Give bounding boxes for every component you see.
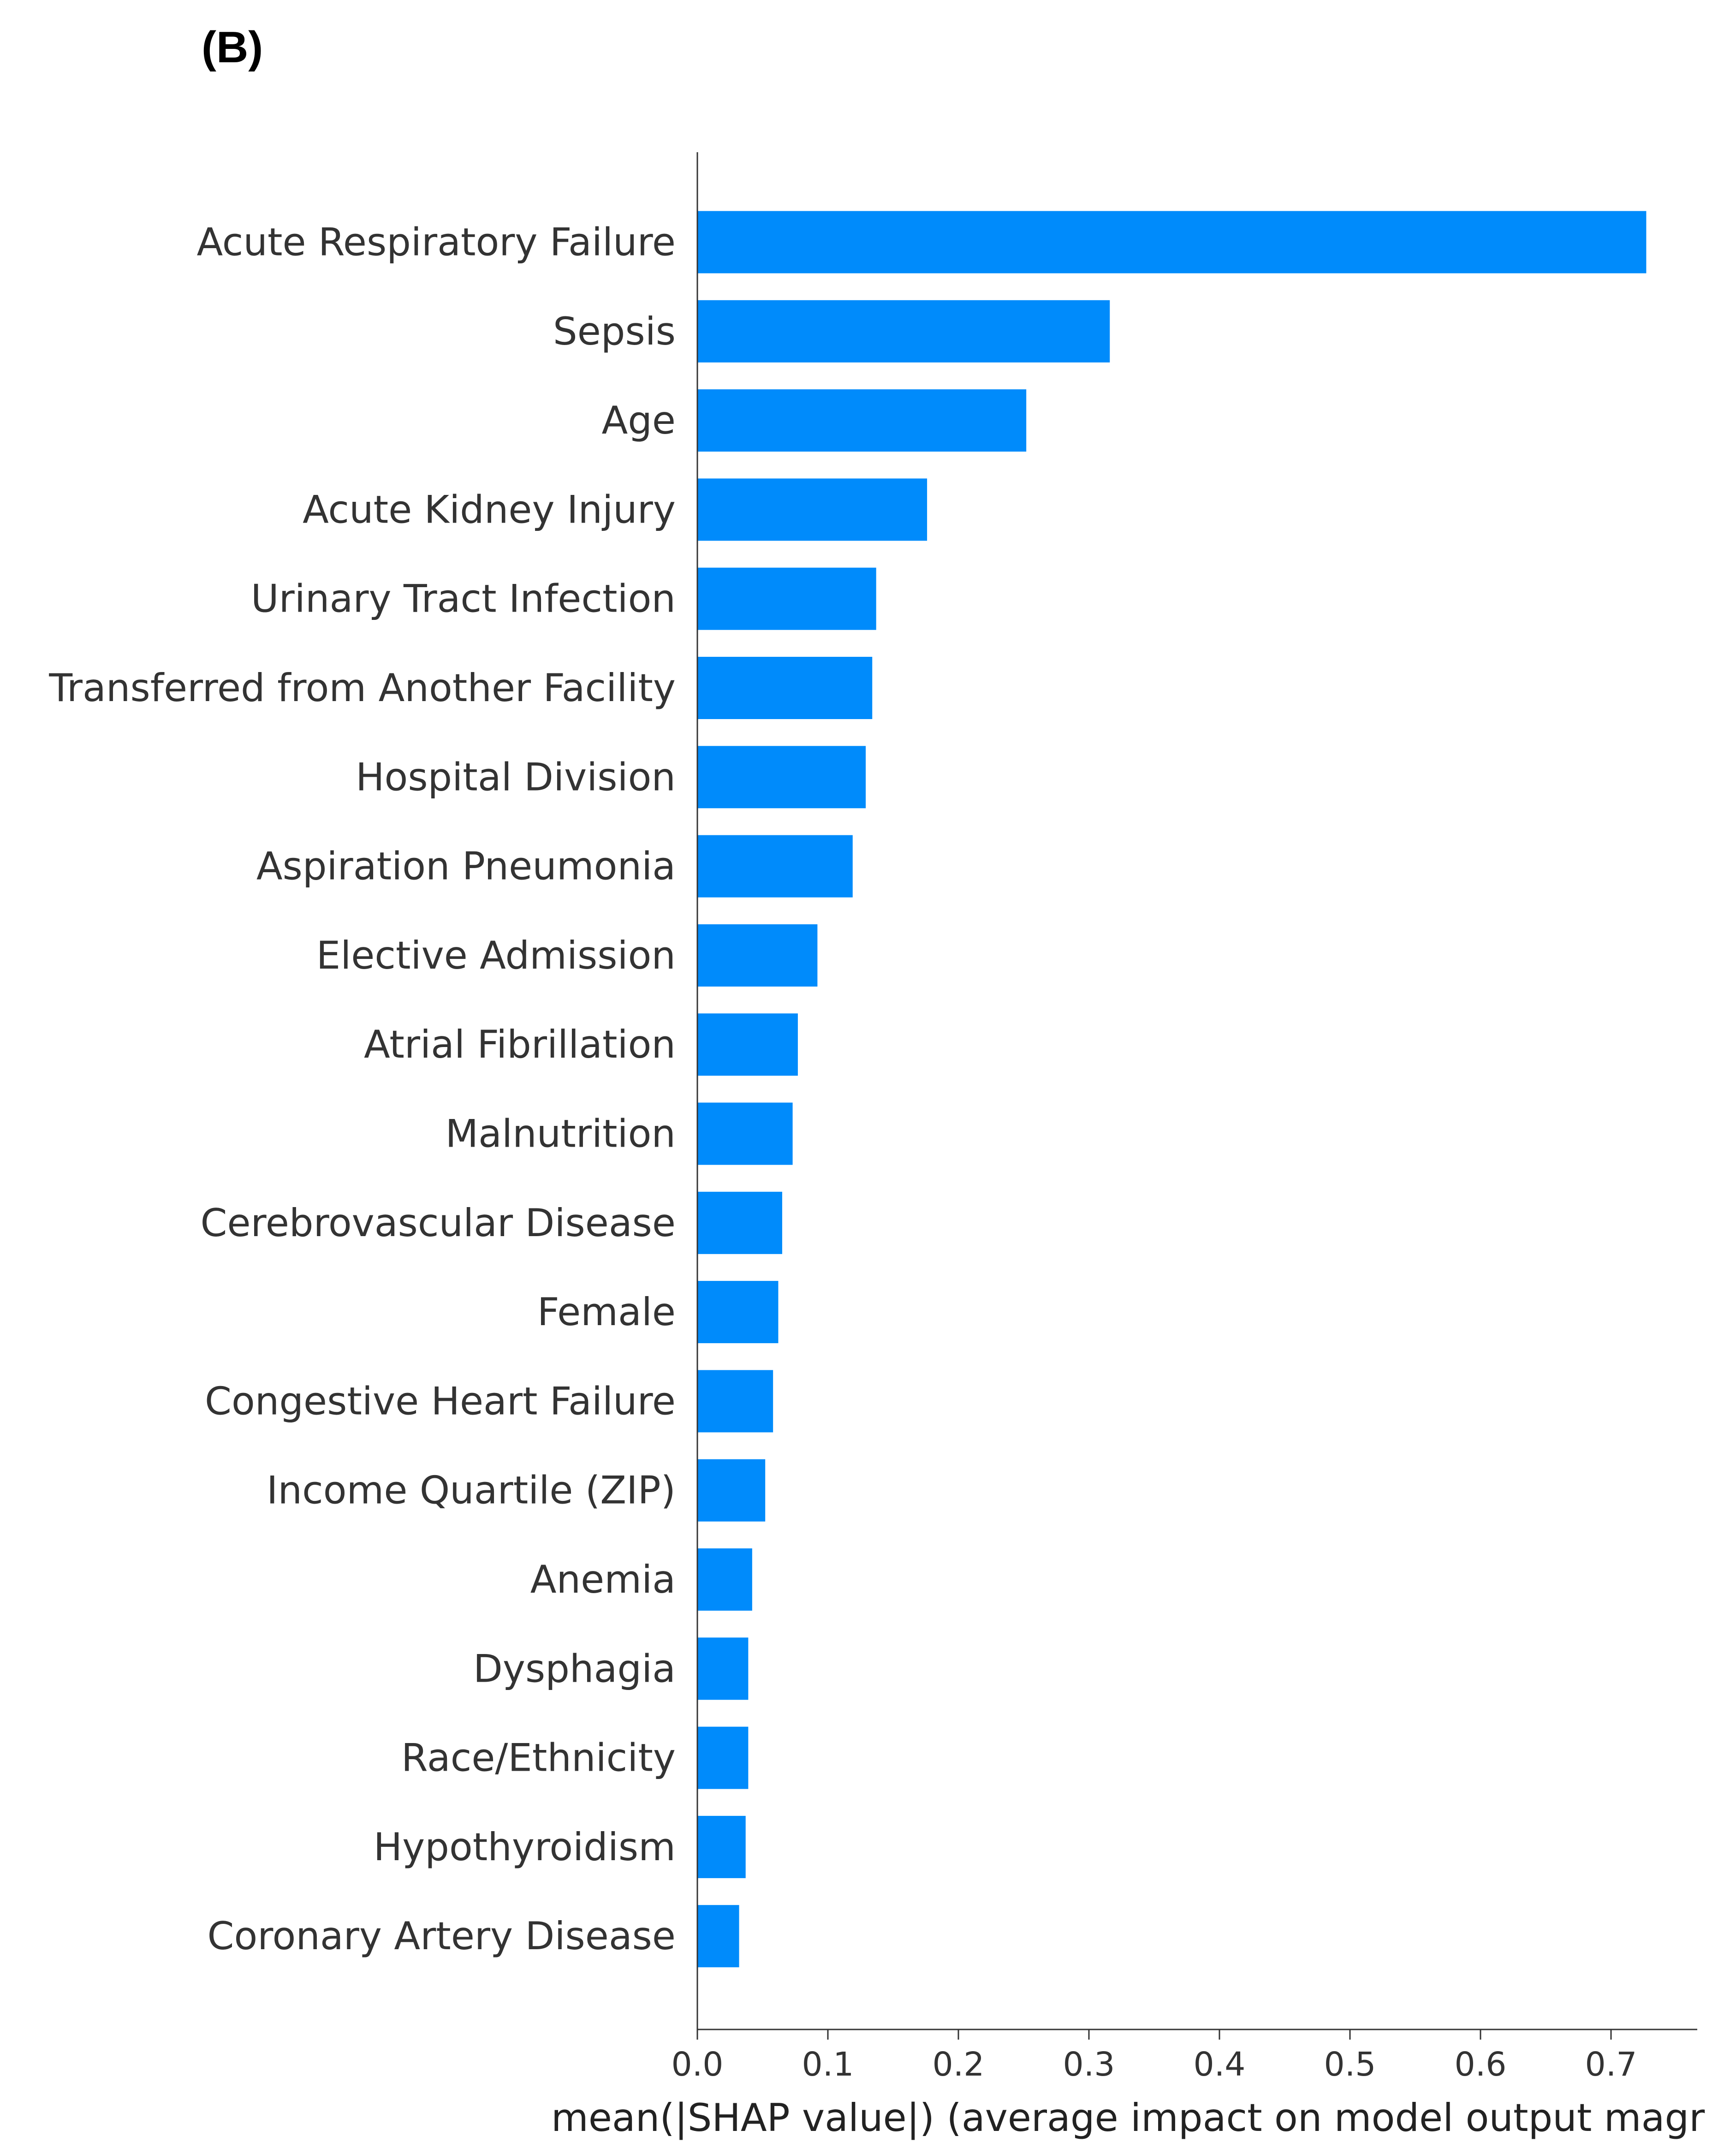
feature-label-3: Acute Kidney Injury bbox=[303, 487, 676, 532]
panel-label: (B) bbox=[202, 23, 263, 72]
bar-7 bbox=[697, 835, 853, 898]
feature-label-4: Urinary Tract Infection bbox=[251, 577, 676, 621]
x-tick-label-6: 0.6 bbox=[1455, 2045, 1507, 2083]
bar-6 bbox=[697, 746, 866, 809]
feature-label-6: Hospital Division bbox=[356, 755, 676, 799]
feature-label-7: Aspiration Pneumonia bbox=[256, 844, 676, 889]
feature-label-17: Race/Ethnicity bbox=[401, 1736, 676, 1780]
feature-labels-group: Acute Respiratory Failure Sepsis Age Acute … bbox=[48, 220, 676, 1959]
bar-18 bbox=[697, 1815, 746, 1878]
feature-label-16: Dysphagia bbox=[473, 1646, 676, 1691]
bars-group bbox=[697, 211, 1647, 1968]
bar-17 bbox=[697, 1726, 749, 1789]
feature-label-1: Sepsis bbox=[553, 309, 676, 354]
feature-label-0: Acute Respiratory Failure bbox=[196, 220, 676, 265]
bar-9 bbox=[697, 1013, 798, 1076]
bar-10 bbox=[697, 1102, 793, 1165]
x-tick-label-5: 0.5 bbox=[1324, 2045, 1376, 2083]
feature-label-12: Female bbox=[537, 1290, 676, 1334]
feature-label-5: Transferred from Another Facility bbox=[48, 666, 676, 710]
bar-13 bbox=[697, 1370, 773, 1433]
bar-19 bbox=[697, 1905, 739, 1968]
feature-label-15: Anemia bbox=[530, 1557, 676, 1602]
feature-label-2: Age bbox=[601, 398, 676, 443]
feature-label-18: Hypothyroidism bbox=[374, 1825, 676, 1869]
bar-8 bbox=[697, 924, 818, 987]
bar-1 bbox=[697, 300, 1110, 363]
feature-label-8: Elective Admission bbox=[316, 933, 676, 978]
x-tick-label-3: 0.3 bbox=[1063, 2045, 1115, 2083]
feature-label-10: Malnutrition bbox=[446, 1112, 676, 1156]
bar-12 bbox=[697, 1281, 779, 1344]
bar-15 bbox=[697, 1548, 752, 1611]
x-axis-title: mean(|SHAP value|) (average impact on mo… bbox=[551, 2095, 1705, 2140]
bar-2 bbox=[697, 389, 1027, 452]
bar-16 bbox=[697, 1637, 749, 1700]
x-tick-label-7: 0.7 bbox=[1585, 2045, 1637, 2083]
bar-14 bbox=[697, 1459, 766, 1522]
bar-0 bbox=[697, 211, 1647, 274]
bar-11 bbox=[697, 1191, 782, 1254]
x-tick-label-2: 0.2 bbox=[933, 2045, 985, 2083]
feature-label-19: Coronary Artery Disease bbox=[208, 1914, 676, 1958]
x-ticks-group: 0.0 0.1 0.2 0.3 0.4 0.5 0.6 0.7 bbox=[672, 2029, 1637, 2083]
feature-label-9: Atrial Fibrillation bbox=[364, 1022, 676, 1067]
bar-5 bbox=[697, 657, 873, 719]
feature-label-11: Cerebrovascular Disease bbox=[201, 1201, 676, 1245]
bar-4 bbox=[697, 567, 876, 630]
feature-label-14: Income Quartile (ZIP) bbox=[267, 1468, 676, 1513]
x-tick-label-4: 0.4 bbox=[1194, 2045, 1246, 2083]
x-tick-label-0: 0.0 bbox=[672, 2045, 724, 2083]
bar-3 bbox=[697, 478, 927, 541]
feature-label-13: Congestive Heart Failure bbox=[205, 1379, 676, 1423]
x-tick-label-1: 0.1 bbox=[802, 2045, 854, 2083]
